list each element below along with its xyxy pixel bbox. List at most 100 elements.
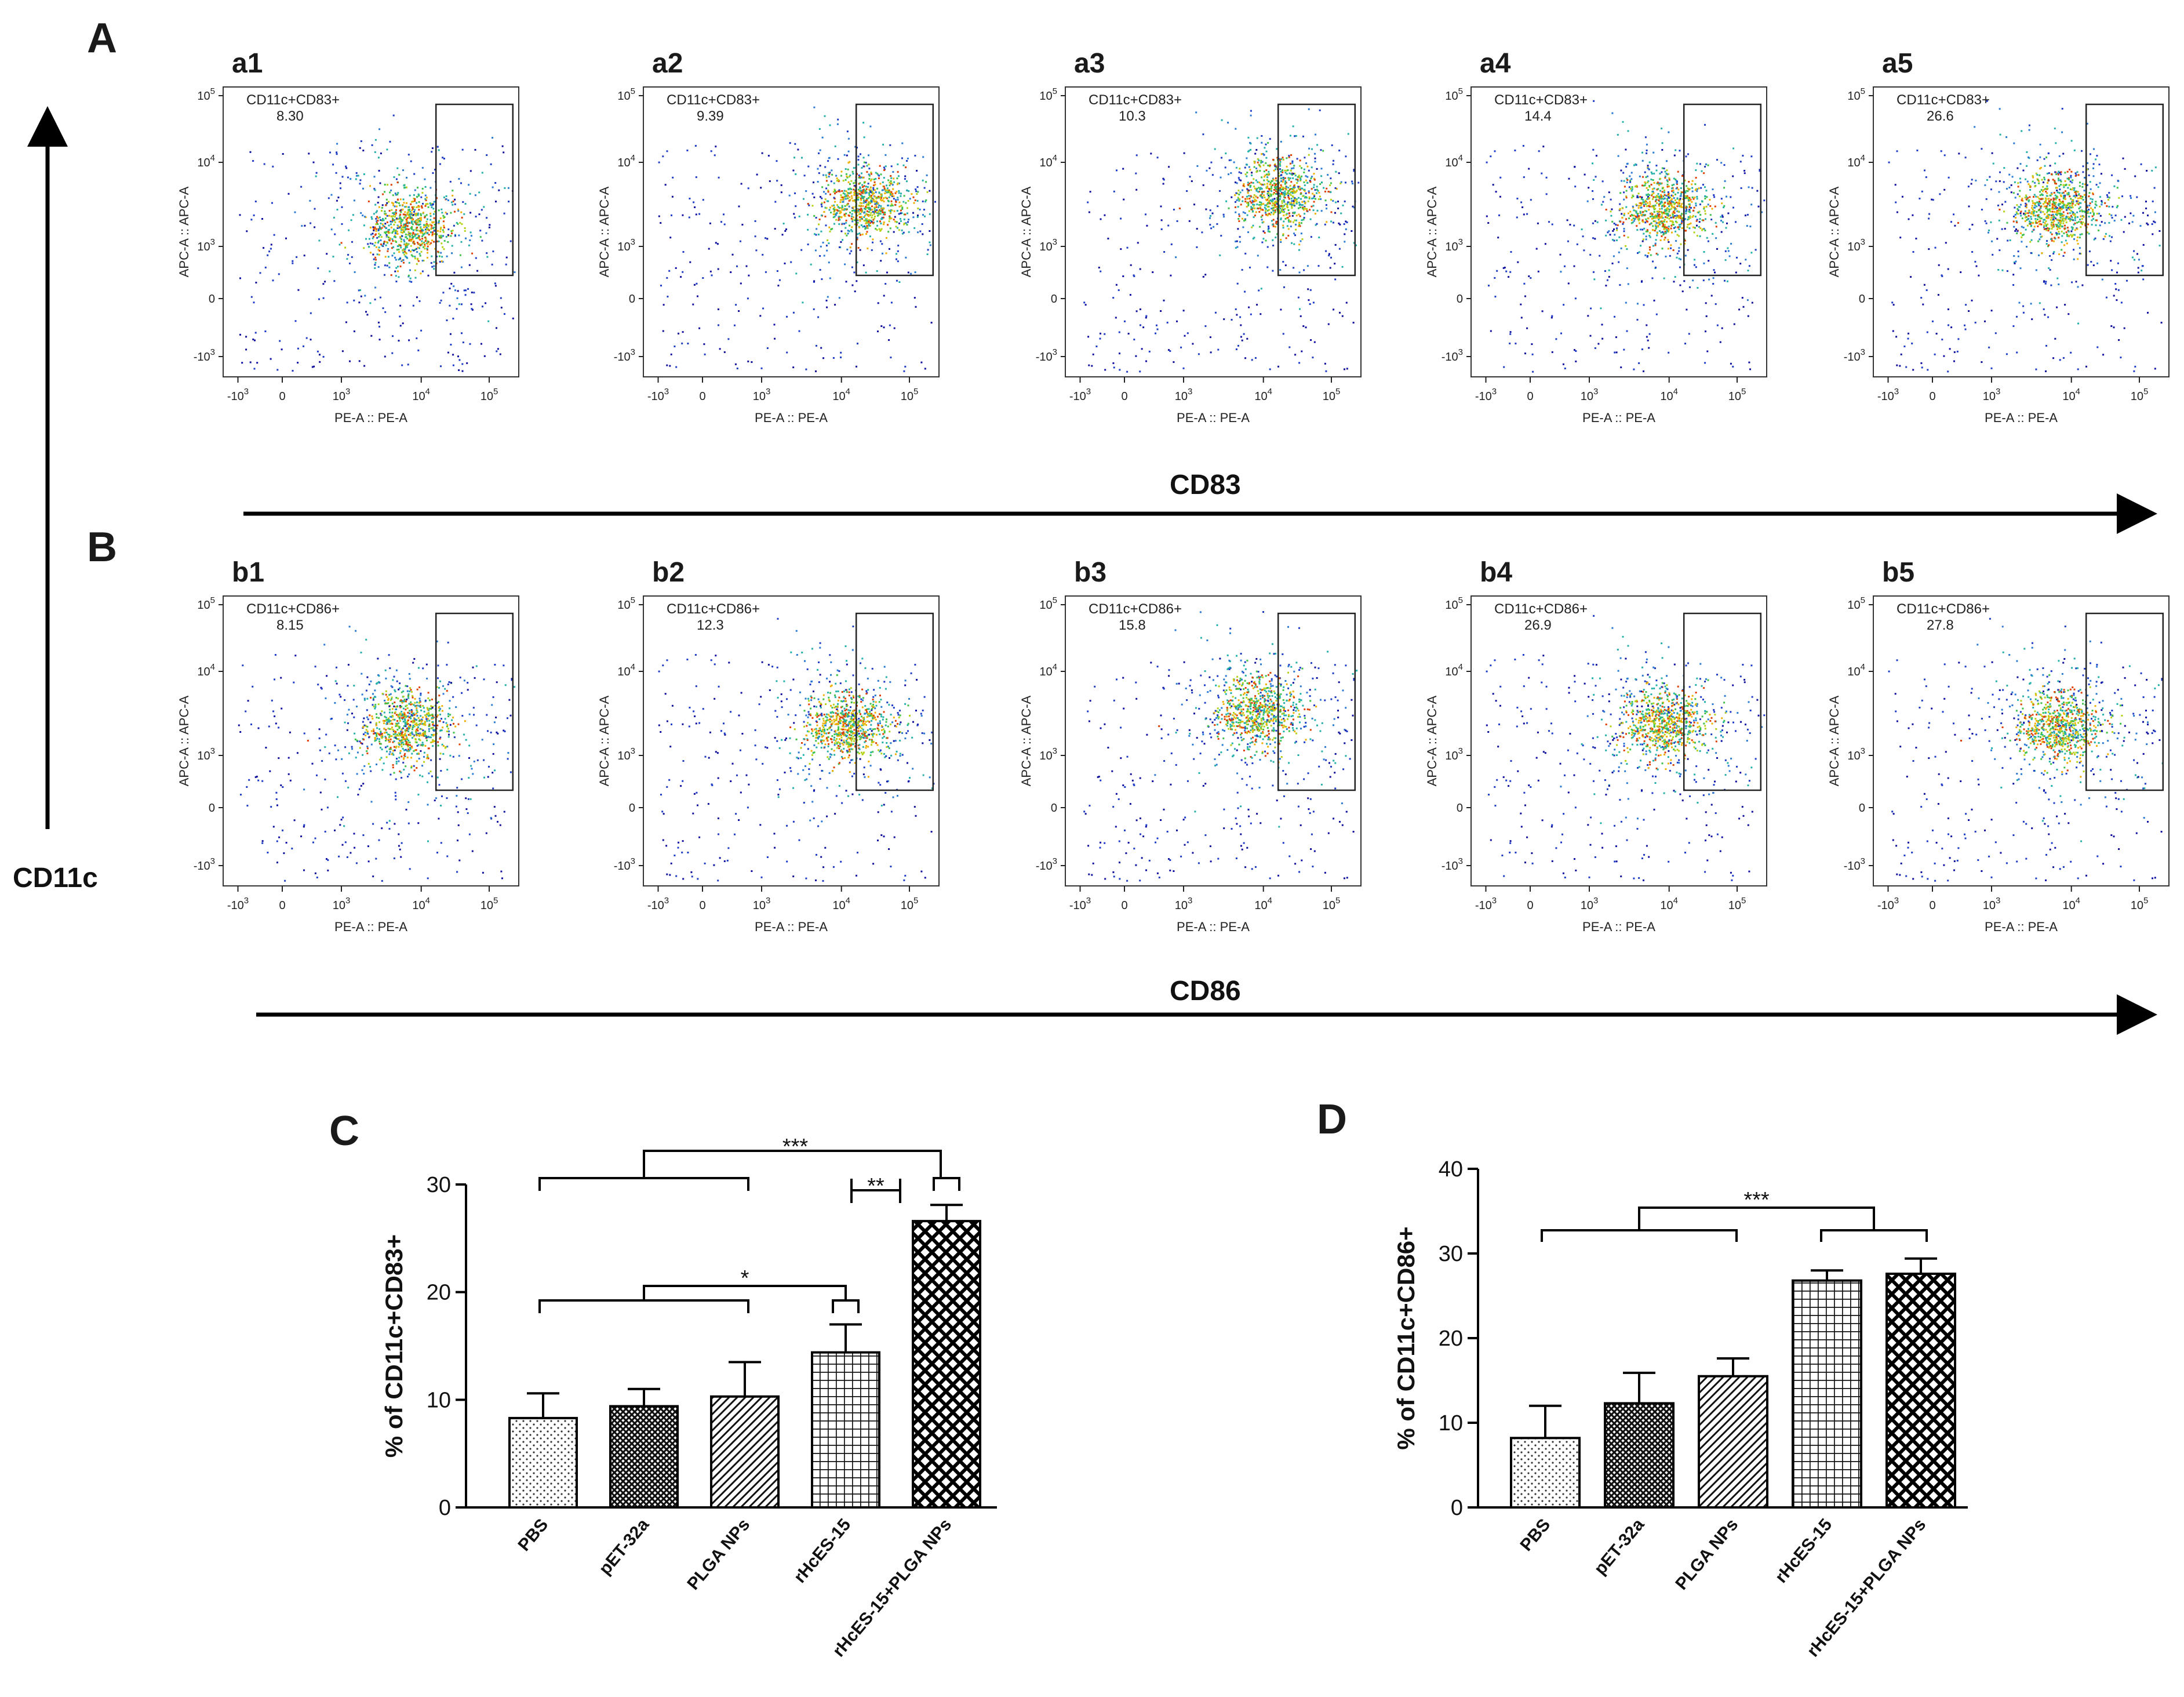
event-dot — [1675, 240, 1677, 242]
event-dot — [1313, 301, 1315, 303]
event-dot — [1263, 194, 1265, 196]
event-dot — [374, 299, 376, 300]
event-dot — [1738, 308, 1740, 310]
event-dot — [1242, 226, 1244, 228]
event-dot — [1692, 215, 1694, 217]
event-dot — [1323, 187, 1324, 189]
event-dot — [407, 225, 409, 227]
event-dot — [1248, 210, 1250, 212]
event-dot — [1644, 172, 1646, 173]
event-dot — [874, 208, 876, 210]
event-dot — [851, 267, 853, 268]
event-dot — [398, 226, 399, 227]
event-dot — [2067, 171, 2069, 173]
event-dot — [1681, 175, 1683, 177]
event-dot — [451, 252, 453, 254]
event-dot — [1294, 187, 1296, 188]
event-dot — [2078, 221, 2080, 223]
event-dot — [2053, 220, 2055, 222]
event-dot — [1100, 219, 1102, 220]
event-dot — [1219, 190, 1221, 192]
event-dot — [1647, 221, 1648, 223]
event-dot — [1708, 165, 1709, 166]
event-dot — [475, 216, 477, 217]
event-dot — [398, 340, 400, 341]
event-dot — [1161, 228, 1163, 230]
event-dot — [250, 151, 252, 153]
event-dot — [1523, 145, 1524, 147]
event-dot — [1280, 239, 1282, 241]
event-dot — [1293, 267, 1294, 268]
event-dot — [1664, 190, 1665, 191]
event-dot — [503, 151, 504, 153]
event-dot — [1235, 241, 1236, 242]
event-dot — [1268, 213, 1270, 215]
x-tick-label: 103 — [1175, 387, 1193, 403]
event-dot — [486, 154, 487, 156]
event-dot — [1658, 193, 1659, 195]
event-dot — [825, 188, 827, 190]
event-dot — [1716, 226, 1717, 227]
event-dot — [1679, 258, 1680, 260]
event-dot — [1638, 220, 1640, 221]
event-dot — [1689, 211, 1691, 213]
event-dot — [831, 180, 832, 182]
event-dot — [2045, 208, 2047, 209]
event-dot — [774, 338, 776, 340]
event-dot — [1686, 190, 1687, 192]
event-dot — [1258, 204, 1260, 206]
event-dot — [1643, 238, 1644, 240]
event-dot — [1189, 176, 1191, 177]
event-dot — [1261, 176, 1262, 178]
event-dot — [1306, 182, 1308, 184]
event-dot — [361, 140, 362, 142]
event-dot — [2099, 163, 2101, 165]
event-dot — [484, 355, 486, 357]
event-dot — [1095, 346, 1097, 347]
event-dot — [864, 208, 865, 209]
event-dot — [1155, 333, 1156, 335]
event-dot — [1537, 223, 1539, 224]
event-dot — [432, 234, 434, 235]
event-dot — [1526, 328, 1528, 329]
event-dot — [737, 368, 738, 369]
event-dot — [369, 185, 371, 187]
event-dot — [365, 311, 367, 312]
event-dot — [1655, 220, 1657, 222]
event-dot — [1741, 187, 1742, 189]
event-dot — [1287, 217, 1289, 219]
event-dot — [1290, 154, 1292, 156]
event-dot — [842, 197, 843, 198]
event-dot — [917, 215, 919, 216]
event-dot — [1233, 161, 1235, 163]
event-dot — [2020, 213, 2022, 215]
event-dot — [868, 183, 869, 184]
event-dot — [858, 155, 860, 157]
event-dot — [1267, 202, 1269, 204]
event-dot — [387, 265, 388, 267]
event-dot — [471, 235, 472, 237]
event-dot — [882, 212, 883, 213]
event-dot — [1593, 100, 1595, 102]
event-dot — [1647, 165, 1649, 166]
event-dot — [1727, 281, 1728, 282]
event-dot — [359, 179, 361, 181]
event-dot — [318, 299, 320, 300]
event-dot — [861, 184, 863, 186]
event-dot — [1974, 126, 1975, 128]
event-dot — [1614, 223, 1615, 224]
event-dot — [1666, 160, 1668, 162]
event-dot — [1893, 304, 1895, 306]
event-dot — [396, 202, 398, 204]
event-dot — [845, 168, 847, 170]
event-dot — [1141, 348, 1143, 350]
event-dot — [1699, 235, 1701, 237]
event-dot — [429, 219, 431, 221]
event-dot — [394, 206, 396, 208]
event-dot — [1145, 213, 1146, 215]
event-dot — [2093, 175, 2095, 177]
event-dot — [422, 203, 424, 205]
event-dot — [694, 284, 696, 286]
event-dot — [1710, 219, 1712, 220]
event-dot — [376, 230, 377, 232]
